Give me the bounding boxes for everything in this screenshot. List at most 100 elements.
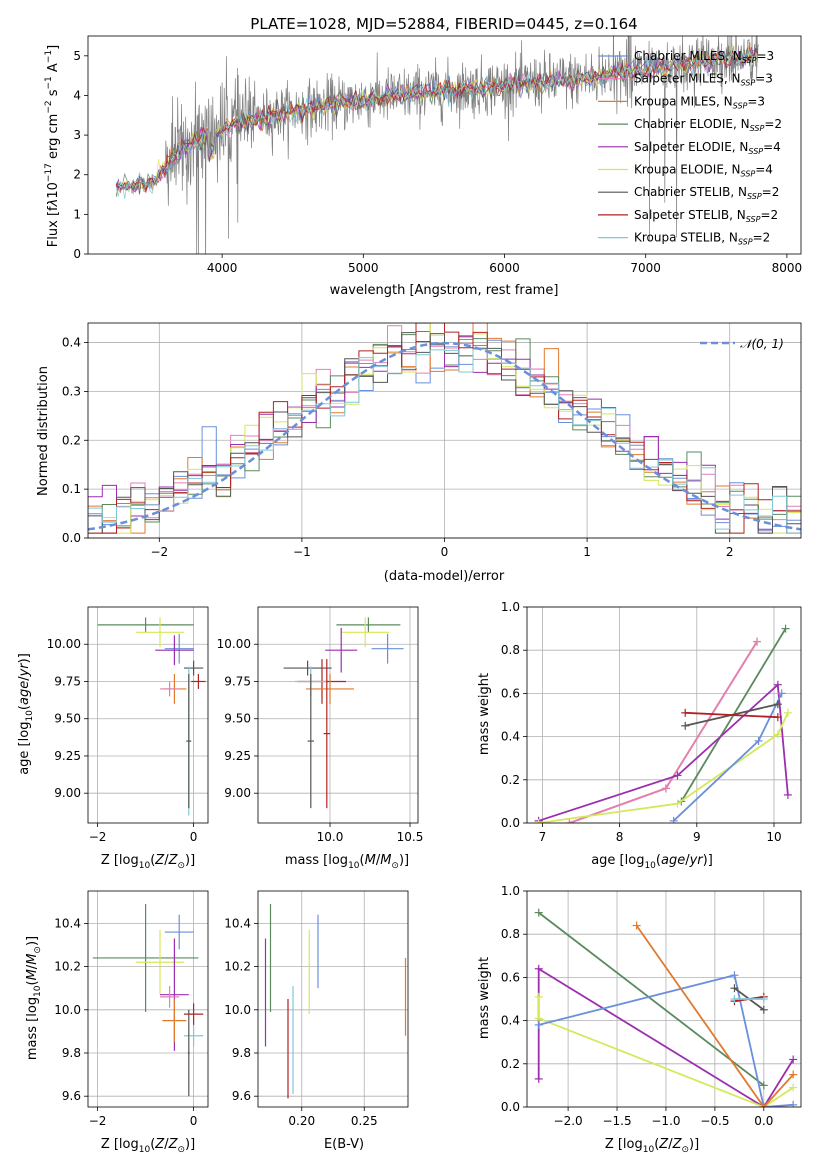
legend-value: =3 [756,49,774,63]
y-tick-label: 9.6 [62,1089,81,1103]
y-tick-label: 9.6 [232,1089,251,1103]
legend-subscript: SSP [733,101,748,110]
weight-line-chabrier_miles [538,974,794,1107]
weight-line-salpeter_stelib [685,711,778,719]
spectrum-legend: Chabrier MILES, NSSP=3 Salpeter MILES, NS… [598,49,782,247]
x-tick-label: −2.0 [554,1114,583,1128]
x-tick-label: 9 [693,830,701,844]
x-tick-label: 10.0 [317,830,344,844]
weight-vs-metallicity-plot: −2.0 −1.5 −1.0 −0.5 0.0 0.0 0.2 0.4 0.6 0.8 1.0 [501,884,802,1128]
x-tick-label: 5000 [348,261,379,275]
plot-content [88,323,801,538]
y-tick-label: 0.2 [501,1057,520,1071]
y-tick-label: 9.75 [54,674,81,688]
y-tick-label: 10.00 [217,637,251,651]
weight-line-kroupa_miles [635,925,794,1107]
plot-content [534,908,798,1107]
legend-subscript: SSP [741,79,756,88]
x-tick-label: 0 [190,1114,198,1128]
age-z-ylabel: age [log10(age/yr)] [17,653,35,775]
age-mass-xlabel: mass [log10(M/M⊙)] [285,853,409,871]
y-tick-label: 9.50 [54,712,81,726]
data-spectrum [115,36,759,254]
plot-content [283,617,404,809]
y-tick-label: 9.00 [54,786,81,800]
spectrum-panel: 4000 5000 6000 7000 8000 0 1 2 3 4 5 wavelength [A… [44,35,802,298]
age-z-xlabel: Z [log10(Z/Z⊙)] [101,853,195,871]
x-tick-label: 0.25 [351,1114,378,1128]
y-tick-label: 0.2 [501,773,520,787]
weight-line-salpeter_elodie [538,682,789,822]
legend-value: =4 [763,140,781,154]
plot-content [97,617,206,816]
x-tick-label: 8 [616,830,624,844]
legend-label-normal: 𝒩(0, 1) [740,337,784,351]
residual-plot-area: −2 −1 0 1 2 0.0 0.1 0.2 0.3 0.4 [62,322,802,559]
y-tick-label: 10.4 [54,916,81,930]
model-spectrum-salpeter_stelib [115,50,759,193]
age-vs-metallicity-plot: −2 0 9.00 9.25 9.50 9.75 10.00 [47,606,209,844]
legend-value: =2 [762,185,780,199]
y-tick-label: 9.8 [232,1046,251,1060]
y-tick-label: 10.4 [224,916,251,930]
residual-panel: −2 −1 0 1 2 0.0 0.1 0.2 0.3 0.4 (data-model)/erro… [36,322,802,584]
legend-subscript: SSP [750,124,765,133]
mass-vs-metallicity-plot: −2 0 9.6 9.8 10.0 10.2 10.4 [54,890,209,1128]
legend-subscript: SSP [738,238,753,247]
x-tick-label: 2 [726,545,734,559]
y-tick-label: 10.0 [54,1003,81,1017]
legend-value: =2 [760,208,778,222]
y-tick-label: 5 [73,49,81,63]
plot-content [534,624,792,823]
y-tick-label: 10.0 [224,1003,251,1017]
y-tick-label: 1.0 [501,884,520,898]
y-tick-label: 0.6 [501,970,520,984]
x-tick-label: 10.5 [397,830,424,844]
y-tick-label: 10.2 [54,960,81,974]
weight-age-xlabel: age [log10(age/yr)] [591,853,713,871]
residual-xlabel: (data-model)/error [384,569,505,584]
x-tick-label: 1 [583,545,591,559]
spectrum-ylabel: Flux [fλ10−17 erg cm−2 s−1 A−1] [44,45,61,247]
x-tick-label: −2 [150,545,168,559]
x-tick-label: −1 [293,545,311,559]
y-tick-label: 0.3 [62,384,81,398]
y-tick-label: 0.0 [62,531,81,545]
x-tick-label: 10 [766,830,781,844]
y-tick-label: 0.8 [501,643,520,657]
y-tick-label: 0.1 [62,482,81,496]
x-tick-label: −0.5 [700,1114,729,1128]
x-tick-label: 0 [441,545,449,559]
y-tick-label: 4 [73,88,81,102]
y-tick-label: 0.4 [62,336,81,350]
x-tick-label: 6000 [489,261,520,275]
axes-frame [87,35,802,255]
legend-subscript: SSP [741,170,756,179]
legend-subscript: SSP [746,215,761,224]
x-tick-label: 7 [539,830,547,844]
y-tick-label: 9.00 [224,786,251,800]
y-tick-label: 0.6 [501,686,520,700]
legend-value: =3 [747,94,765,108]
legend-value: =4 [755,163,773,177]
y-tick-label: 2 [73,168,81,182]
legend-subscript: SSP [747,192,762,201]
weight-line-kroupa_elodie [538,712,789,823]
y-tick-label: 0 [73,247,81,261]
residual-ylabel: Normed distribution [36,366,51,496]
legend-label-salpeter_miles: Salpeter MILES, NSSP=3 [634,72,773,88]
legend-label-salpeter_elodie: Salpeter ELODIE, NSSP=4 [634,140,781,156]
x-tick-label: 7000 [630,261,661,275]
residual-histogram-kroupa_stelib [88,348,801,538]
weight-line-chabrier_elodie [538,911,765,1087]
y-tick-label: 9.25 [224,749,251,763]
figure-title: PLATE=1028, MJD=52884, FIBERID=0445, z=0… [250,15,637,33]
legend-subscript: SSP [748,147,763,156]
weight-z-xlabel: Z [log10(Z/Z⊙)] [605,1137,699,1155]
weight-line-kroupa_miles [569,641,758,823]
y-tick-label: 9.75 [224,674,251,688]
axes-frame [257,890,409,1108]
y-tick-label: 3 [73,128,81,142]
age-vs-mass-plot: 10.0 10.5 9.00 9.25 9.50 9.75 10.00 [217,606,424,844]
